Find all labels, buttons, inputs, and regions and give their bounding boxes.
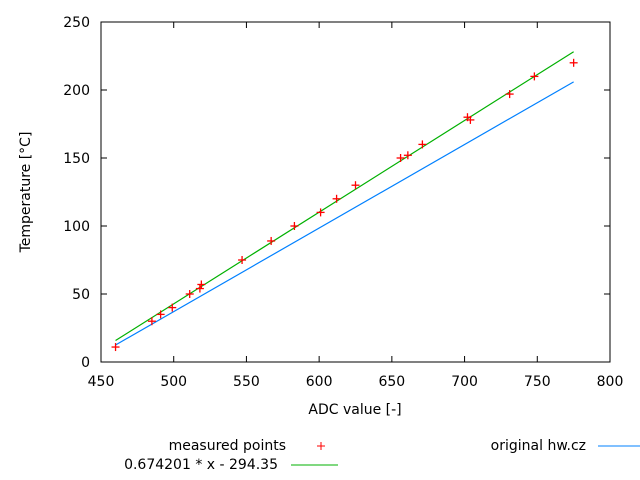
legend-marker-measured-points — [317, 442, 325, 450]
y-tick-label: 50 — [72, 287, 90, 303]
data-point-measured — [530, 72, 539, 81]
x-tick-label: 700 — [451, 374, 478, 390]
legend: measured points original hw.cz 0.674201 … — [124, 438, 640, 473]
x-tick-label: 800 — [597, 374, 624, 390]
data-point-measured — [195, 284, 204, 293]
x-axis-label: ADC value [-] — [308, 402, 401, 418]
data-point-measured — [351, 181, 360, 190]
data-point-measured — [197, 280, 206, 289]
x-tick-label: 500 — [160, 374, 187, 390]
data-point-measured — [403, 151, 412, 160]
y-tick-label: 0 — [81, 355, 90, 371]
data-point-measured — [396, 154, 405, 162]
x-tick-label: 650 — [378, 374, 405, 390]
axes: 450 500 550 600 650 700 750 800 0 50 100 150 200 250 — [63, 15, 623, 390]
data-point-measured — [505, 90, 514, 99]
data-point-measured — [267, 236, 276, 245]
data-point-measured — [418, 140, 427, 149]
x-tick-label: 550 — [233, 374, 260, 390]
data-point-measured — [147, 317, 156, 326]
data-point-measured — [156, 310, 165, 319]
plot-border — [100, 21, 611, 363]
x-tick-label: 750 — [524, 374, 551, 390]
x-tick-label: 600 — [306, 374, 333, 390]
data-point-measured — [332, 194, 341, 203]
data-point-measured — [316, 208, 325, 217]
y-tick-label: 100 — [63, 219, 90, 235]
x-tick-label: 450 — [88, 374, 115, 390]
data-point-measured — [290, 222, 299, 230]
legend-label-fit: 0.674201 * x - 294.35 — [124, 457, 278, 473]
data-point-measured — [168, 303, 177, 312]
y-tick-label: 150 — [63, 151, 90, 167]
y-tick-label: 200 — [63, 83, 90, 99]
data-point-measured — [185, 290, 194, 298]
data-point-measured — [569, 58, 578, 67]
legend-label-measured-points: measured points — [169, 438, 286, 454]
data-point-measured — [466, 115, 475, 124]
data-point-measured — [238, 256, 247, 264]
plot-area — [111, 51, 578, 352]
y-tick-label: 250 — [63, 15, 90, 31]
data-point-measured — [111, 343, 120, 352]
legend-label-original: original hw.cz — [491, 438, 586, 454]
series-line-fit — [115, 51, 574, 342]
series-line-original — [115, 81, 574, 346]
y-axis-label: Temperature [°C] — [18, 132, 34, 254]
